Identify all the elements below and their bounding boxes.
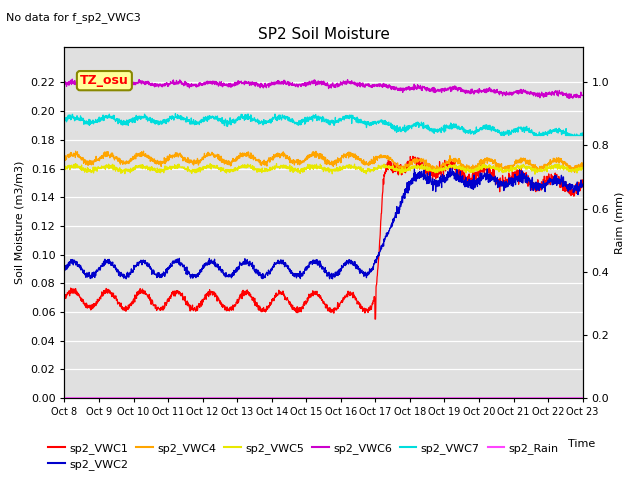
sp2_VWC4 xyxy=(313,154,321,160)
sp2_VWC7 xyxy=(172,111,179,117)
sp2_VWC1 xyxy=(299,304,307,310)
sp2_VWC6 xyxy=(564,91,572,97)
sp2_VWC4 xyxy=(140,148,147,154)
sp2_VWC7 xyxy=(564,131,572,136)
Text: TZ_osu: TZ_osu xyxy=(80,74,129,87)
sp2_VWC2 xyxy=(313,257,321,263)
sp2_VWC6 xyxy=(469,89,477,95)
Line: sp2_VWC6: sp2_VWC6 xyxy=(65,79,582,98)
Line: sp2_VWC4: sp2_VWC4 xyxy=(65,151,582,172)
sp2_VWC6 xyxy=(299,82,307,87)
sp2_Rain xyxy=(299,395,307,401)
sp2_VWC5 xyxy=(87,168,95,174)
Line: sp2_VWC5: sp2_VWC5 xyxy=(65,164,582,174)
sp2_VWC6 xyxy=(579,93,586,98)
sp2_VWC7 xyxy=(313,115,321,121)
Title: SP2 Soil Moisture: SP2 Soil Moisture xyxy=(258,27,390,42)
sp2_Rain xyxy=(61,395,68,401)
sp2_VWC1 xyxy=(312,291,320,297)
sp2_VWC2 xyxy=(299,269,307,275)
sp2_VWC1 xyxy=(61,294,68,300)
sp2_VWC5 xyxy=(531,171,539,177)
sp2_VWC1 xyxy=(564,185,572,191)
sp2_Rain xyxy=(87,395,95,401)
sp2_VWC6 xyxy=(566,96,573,101)
sp2_VWC1 xyxy=(409,154,417,159)
sp2_VWC7 xyxy=(579,132,586,138)
Line: sp2_VWC2: sp2_VWC2 xyxy=(65,168,582,279)
sp2_VWC7 xyxy=(564,132,572,138)
Text: Time: Time xyxy=(568,439,595,449)
sp2_VWC2 xyxy=(469,177,477,182)
sp2_VWC6 xyxy=(68,76,76,82)
sp2_VWC7 xyxy=(61,117,68,122)
sp2_VWC4 xyxy=(299,158,307,164)
sp2_VWC1 xyxy=(579,184,586,190)
sp2_VWC4 xyxy=(579,161,586,167)
sp2_VWC5 xyxy=(564,168,572,173)
Legend: sp2_VWC1, sp2_VWC2, sp2_VWC4, sp2_VWC5, sp2_VWC6, sp2_VWC7, sp2_Rain: sp2_VWC1, sp2_VWC2, sp2_VWC4, sp2_VWC5, … xyxy=(44,438,563,474)
sp2_VWC1 xyxy=(87,307,95,312)
sp2_VWC4 xyxy=(61,154,68,160)
sp2_VWC2 xyxy=(564,188,572,194)
sp2_VWC2 xyxy=(579,181,586,187)
sp2_VWC1 xyxy=(371,316,379,322)
sp2_VWC6 xyxy=(313,80,321,86)
sp2_VWC2 xyxy=(420,165,428,171)
sp2_VWC7 xyxy=(87,119,95,125)
sp2_VWC5 xyxy=(61,165,68,170)
sp2_VWC4 xyxy=(571,169,579,175)
sp2_VWC6 xyxy=(87,83,95,88)
sp2_Rain xyxy=(468,395,476,401)
sp2_VWC2 xyxy=(564,182,572,188)
sp2_VWC6 xyxy=(564,94,572,99)
sp2_VWC5 xyxy=(299,165,307,171)
sp2_Rain xyxy=(312,395,320,401)
sp2_Rain xyxy=(579,395,586,401)
sp2_VWC5 xyxy=(579,166,586,172)
Y-axis label: Soil Moisture (m3/m3): Soil Moisture (m3/m3) xyxy=(15,161,25,284)
sp2_VWC2 xyxy=(87,275,95,281)
sp2_VWC7 xyxy=(499,132,507,138)
sp2_VWC1 xyxy=(469,172,477,178)
sp2_VWC2 xyxy=(61,265,68,271)
sp2_VWC5 xyxy=(313,164,321,170)
sp2_VWC4 xyxy=(564,162,572,168)
sp2_VWC7 xyxy=(469,130,477,135)
sp2_VWC4 xyxy=(564,163,572,169)
sp2_VWC7 xyxy=(299,116,307,122)
Line: sp2_VWC1: sp2_VWC1 xyxy=(65,156,582,319)
sp2_VWC1 xyxy=(564,187,572,193)
sp2_VWC5 xyxy=(469,167,477,172)
sp2_VWC5 xyxy=(564,165,572,171)
Text: No data for f_sp2_VWC3: No data for f_sp2_VWC3 xyxy=(6,12,141,23)
Y-axis label: Raim (mm): Raim (mm) xyxy=(615,192,625,254)
sp2_VWC4 xyxy=(87,158,95,164)
sp2_VWC2 xyxy=(122,276,130,282)
sp2_Rain xyxy=(564,395,572,401)
sp2_VWC4 xyxy=(469,162,477,168)
sp2_VWC6 xyxy=(61,82,68,87)
Line: sp2_VWC7: sp2_VWC7 xyxy=(65,114,582,135)
sp2_Rain xyxy=(564,395,572,401)
sp2_VWC5 xyxy=(273,161,280,167)
